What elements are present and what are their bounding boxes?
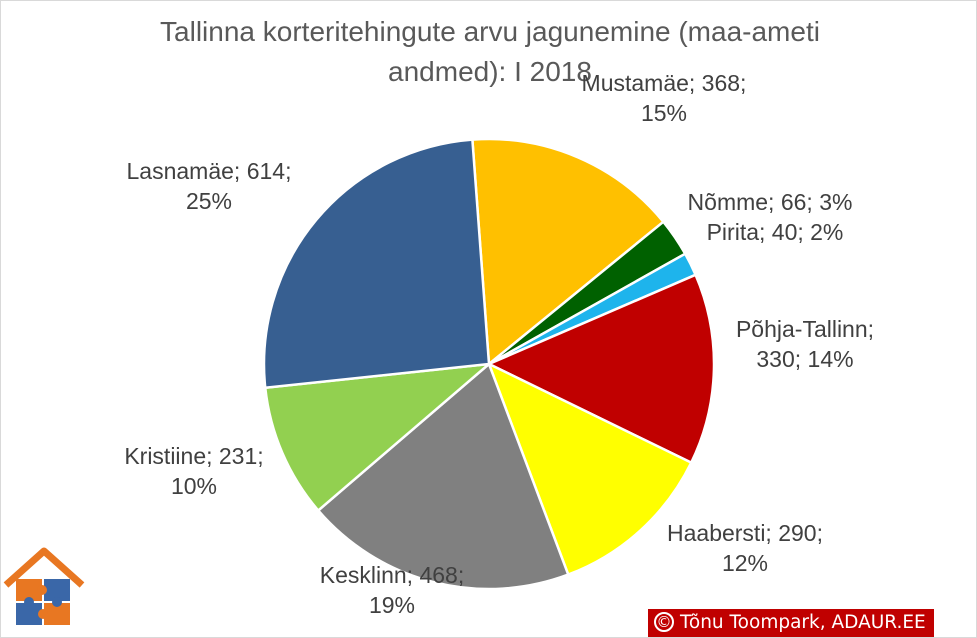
- pie-slice-haabersti: [487, 362, 693, 576]
- pie-slices: [262, 137, 716, 591]
- copyright-badge: © Tõnu Toompark, ADAUR.EE: [648, 609, 934, 637]
- pie-slice-kesklinn: [316, 362, 570, 591]
- house-puzzle-logo-icon: [3, 547, 85, 625]
- slice-label-kesklinn: Kesklinn; 468; 19%: [320, 562, 464, 618]
- slice-label-põhja-tallinn: Põhja-Tallinn; 330; 14%: [736, 316, 874, 372]
- slice-label-mustamäe: Mustamäe; 368; 15%: [582, 70, 747, 126]
- pie-slice-mustamäe: [471, 137, 665, 366]
- pie-slice-kristiine: [264, 362, 491, 512]
- slice-label-nõmme: Nõmme; 66; 3%: [688, 189, 853, 215]
- slice-labels: Mustamäe; 368; 15% Nõmme; 66; 3% Pirita; 40…: [124, 70, 874, 618]
- slice-label-pirita: Pirita; 40; 2%: [707, 219, 844, 245]
- pie-slice-põhja-tallinn: [487, 273, 716, 464]
- slice-label-kristiine: Kristiine; 231; 10%: [124, 443, 263, 499]
- slice-label-haabersti: Haabersti; 290; 12%: [667, 520, 823, 576]
- chart-title: Tallinna korteritehingute arvu jagunemin…: [160, 16, 820, 87]
- slice-label-lasnamäe: Lasnamäe; 614; 25%: [127, 158, 292, 214]
- copyright-icon: ©: [654, 612, 674, 632]
- pie-slice-lasnamäe: [262, 138, 491, 390]
- copyright-text: Tõnu Toompark, ADAUR.EE: [680, 612, 926, 633]
